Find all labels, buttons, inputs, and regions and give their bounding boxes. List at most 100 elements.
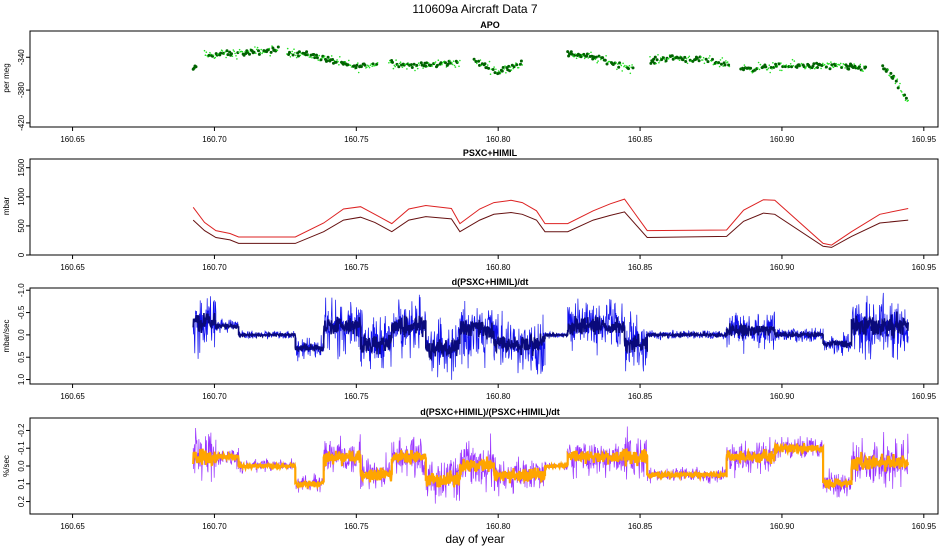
apo-point [663,58,666,60]
apo-point [290,52,293,55]
apo-point [605,62,609,66]
apo-point [318,54,321,57]
relative-rate-x-tick-label: 160.80 [486,522,511,531]
apo-point [204,54,207,56]
apo-point [395,59,397,61]
apo-point [575,53,577,55]
apo-point [836,65,838,68]
apo-point [820,64,824,67]
pressure-rate-y-tick-label: 0.0 [17,329,26,341]
apo-point [721,57,724,59]
apo-point [371,65,374,68]
apo-point [726,61,729,63]
apo-point [585,52,589,56]
relative-rate-x-tick-label: 160.65 [60,522,85,531]
apo-point [212,54,215,57]
apo-point [493,66,495,68]
relative-rate-y-label: %/sec [2,455,11,477]
pressure-panel: PSXC+HIMIL mbar 160.65 160.70 160.75 160.80… [2,148,939,272]
apo-point [393,64,396,67]
apo-point [444,61,447,65]
apo-point [416,67,419,70]
apo-point [334,60,338,64]
apo-point [758,68,761,71]
apo-point [357,62,359,64]
apo-point [719,62,723,66]
pressure-series-line-1 [192,211,909,248]
apo-point [777,62,781,66]
apo-point [521,64,524,66]
apo-point [566,50,570,54]
apo-point [346,63,350,67]
apo-x-tick-label: 160.80 [486,135,511,144]
apo-point [722,65,724,67]
relative-rate-y-tick-label: 0.2 [17,495,26,507]
apo-point [791,58,794,61]
apo-point [828,62,830,65]
apo-point [224,51,226,53]
apo-point [601,56,605,60]
apo-point [757,61,760,64]
apo-point [759,63,762,66]
apo-point [323,55,326,57]
pressure-rate-x-tick-label: 160.95 [912,392,937,401]
apo-point [235,55,237,57]
apo-point [488,60,491,63]
apo-point [291,50,294,53]
pressure-y-tick-label: 1000 [17,187,26,205]
apo-point [519,59,523,63]
apo-point [683,55,687,59]
apo-point [510,69,513,71]
apo-point [209,51,211,54]
pressure-rate-x-tick-label: 160.85 [628,392,653,401]
apo-point [670,54,674,58]
pressure-rate-smoothed-trace [192,311,909,362]
apo-point [700,56,702,58]
apo-point [226,53,230,57]
apo-point [792,64,795,67]
apo-point [776,65,779,67]
apo-point [845,64,849,68]
apo-point [315,56,319,60]
apo-point [605,55,607,57]
apo-point [489,73,492,75]
apo-x-tick-label: 160.70 [202,135,227,144]
apo-point [805,66,807,69]
apo-point [252,50,256,54]
apo-point [631,64,633,66]
apo-point [649,56,651,58]
relative-rate-x-tick-label: 160.90 [770,522,795,531]
apo-point [812,62,816,66]
apo-point [782,64,785,67]
apo-point [359,65,363,69]
apo-point [901,94,904,96]
apo-point [893,76,896,78]
apo-point [795,65,799,69]
apo-point [828,67,832,71]
apo-point [276,49,279,52]
apo-segment-4 [472,57,524,76]
pressure-x-tick-label: 160.90 [770,263,795,272]
apo-point [725,60,727,62]
apo-point [317,59,320,61]
apo-x-tick-label: 160.95 [912,135,937,144]
apo-point [766,68,769,71]
apo-point [570,52,574,56]
apo-point [435,63,439,67]
apo-point [717,61,721,65]
apo-point [597,60,599,62]
apo-point [234,52,236,55]
apo-point [898,85,900,87]
apo-point [703,62,706,65]
apo-point [594,55,598,59]
apo-point [709,55,711,57]
apo-point [894,82,897,85]
apo-point [257,49,260,53]
apo-point [237,51,240,53]
apo-point [671,57,675,61]
apo-point [221,50,224,52]
apo-point [478,63,481,67]
apo-point [655,58,659,62]
apo-point [835,62,837,65]
pressure-x-tick-label: 160.80 [486,263,511,272]
